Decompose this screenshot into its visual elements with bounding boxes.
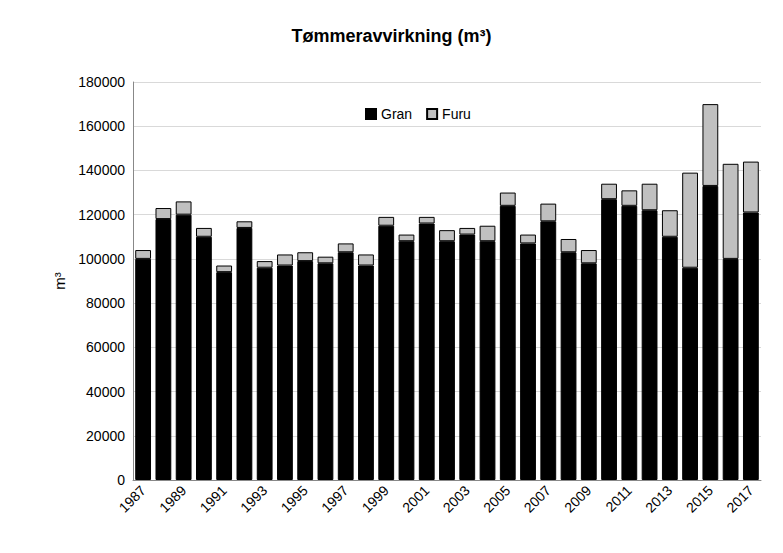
svg-text:1997: 1997 — [318, 482, 351, 515]
svg-text:80000: 80000 — [86, 295, 125, 311]
svg-text:2015: 2015 — [683, 482, 716, 515]
svg-text:120000: 120000 — [78, 207, 125, 223]
svg-text:Tømmeravvirkning (m³): Tømmeravvirkning (m³) — [291, 26, 491, 46]
svg-text:1991: 1991 — [196, 482, 229, 515]
svg-text:180000: 180000 — [78, 74, 125, 90]
svg-text:2007: 2007 — [521, 482, 554, 515]
svg-text:20000: 20000 — [86, 428, 125, 444]
svg-text:1989: 1989 — [156, 482, 189, 515]
svg-text:0: 0 — [117, 472, 125, 488]
svg-text:1987: 1987 — [115, 482, 148, 515]
svg-text:160000: 160000 — [78, 118, 125, 134]
svg-text:100000: 100000 — [78, 251, 125, 267]
svg-text:2001: 2001 — [399, 482, 432, 515]
svg-text:60000: 60000 — [86, 339, 125, 355]
svg-text:Gran: Gran — [381, 106, 412, 122]
svg-text:2013: 2013 — [642, 482, 675, 515]
svg-text:2005: 2005 — [480, 482, 513, 515]
svg-text:1999: 1999 — [359, 482, 392, 515]
svg-text:2017: 2017 — [723, 482, 756, 515]
svg-text:m³: m³ — [51, 272, 68, 290]
svg-text:40000: 40000 — [86, 384, 125, 400]
svg-text:140000: 140000 — [78, 162, 125, 178]
svg-text:1995: 1995 — [278, 482, 311, 515]
svg-text:2011: 2011 — [602, 482, 635, 515]
svg-text:2009: 2009 — [561, 482, 594, 515]
svg-text:Furu: Furu — [442, 106, 471, 122]
svg-text:1993: 1993 — [237, 482, 270, 515]
svg-text:2003: 2003 — [440, 482, 473, 515]
